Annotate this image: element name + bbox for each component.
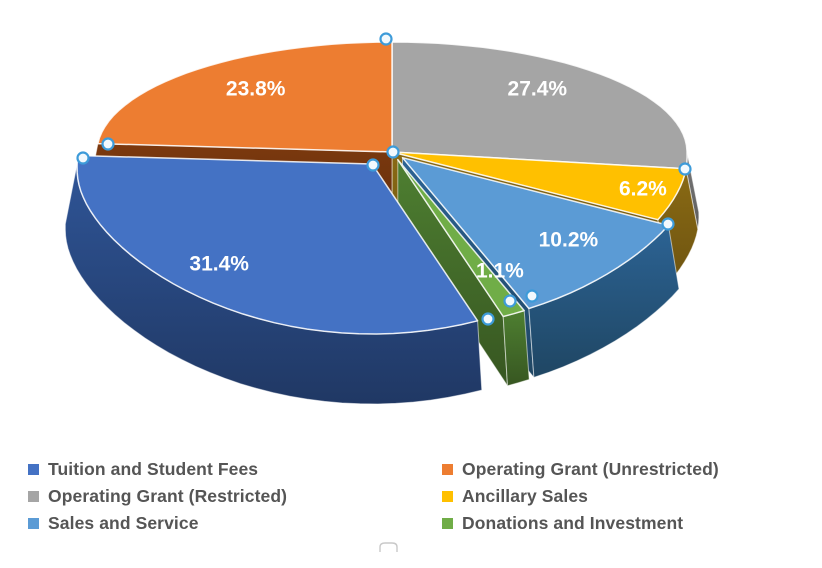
selection-handle[interactable] (101, 137, 115, 151)
pie-slice-operating-grant-restricted[interactable] (391, 41, 688, 170)
legend-item-ancillary-sales[interactable]: Ancillary Sales (442, 483, 808, 510)
legend-marker-sales-and-service (28, 518, 39, 529)
legend-item-operating-grant-unrestricted[interactable]: Operating Grant (Unrestricted) (442, 456, 808, 483)
data-label-ancillary-sales: 6.2% (619, 177, 667, 200)
legend-label: Sales and Service (48, 513, 199, 533)
data-label-tuition-and-student-fees: 31.4% (189, 253, 249, 276)
pie-slice-rim-donations-and-investment (502, 310, 530, 387)
selection-handle[interactable] (525, 289, 539, 303)
legend-item-donations-and-investment[interactable]: Donations and Investment (442, 510, 808, 537)
selection-handle[interactable] (76, 151, 90, 165)
legend-marker-tuition-and-student-fees (28, 464, 39, 475)
legend-marker-operating-grant-unrestricted (442, 464, 453, 475)
selection-handle[interactable] (503, 294, 517, 308)
data-label-operating-grant-unrestricted: 23.8% (226, 78, 286, 101)
legend-marker-donations-and-investment (442, 518, 453, 529)
data-label-donations-and-investment: 1.1% (476, 260, 524, 283)
selection-handle[interactable] (386, 145, 400, 159)
legend-label: Operating Grant (Restricted) (48, 486, 288, 506)
legend-label: Ancillary Sales (462, 486, 589, 506)
legend-label: Donations and Investment (462, 513, 684, 533)
data-label-operating-grant-restricted: 27.4% (508, 78, 568, 101)
legend-marker-ancillary-sales (442, 491, 453, 502)
pie-slice-operating-grant-unrestricted[interactable] (97, 41, 393, 153)
legend-label: Operating Grant (Unrestricted) (462, 459, 719, 479)
selection-handle[interactable] (379, 32, 393, 46)
selection-handle[interactable] (481, 312, 495, 326)
legend-marker-operating-grant-restricted (28, 491, 39, 502)
pie-slice-donations-and-investment[interactable] (397, 158, 525, 318)
pie-slice-sales-and-service[interactable] (401, 156, 670, 310)
legend-label: Tuition and Student Fees (48, 459, 259, 479)
legend-item-sales-and-service[interactable]: Sales and Service (28, 510, 442, 537)
legend-item-operating-grant-restricted[interactable]: Operating Grant (Restricted) (28, 483, 442, 510)
selection-handle[interactable] (661, 217, 675, 231)
placeholder-resize-handle (379, 542, 398, 552)
pie-slice-tuition-and-student-fees[interactable] (76, 154, 479, 335)
selection-handle[interactable] (366, 158, 380, 172)
legend-item-tuition-and-student-fees[interactable]: Tuition and Student Fees (28, 456, 442, 483)
data-label-sales-and-service: 10.2% (539, 228, 599, 251)
selection-handle[interactable] (678, 162, 692, 176)
chart-legend: Tuition and Student Fees Operating Grant … (28, 456, 808, 537)
